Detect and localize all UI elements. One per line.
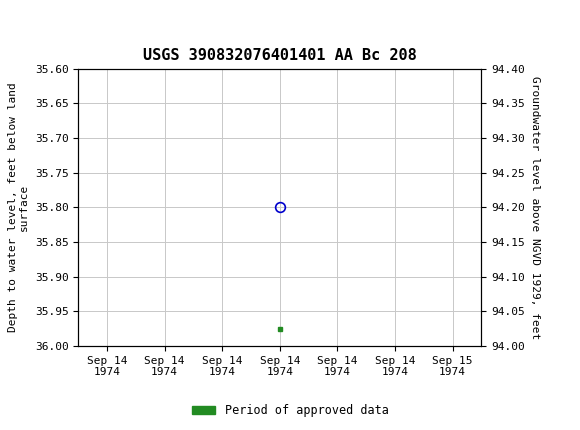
Legend: Period of approved data: Period of approved data bbox=[187, 399, 393, 422]
Text: USGS: USGS bbox=[38, 12, 102, 33]
Bar bbox=[5, 3, 35, 42]
Y-axis label: Groundwater level above NGVD 1929, feet: Groundwater level above NGVD 1929, feet bbox=[531, 76, 541, 339]
Text: ≋: ≋ bbox=[10, 8, 34, 36]
Title: USGS 390832076401401 AA Bc 208: USGS 390832076401401 AA Bc 208 bbox=[143, 49, 416, 64]
Y-axis label: Depth to water level, feet below land
surface: Depth to water level, feet below land su… bbox=[8, 83, 29, 332]
